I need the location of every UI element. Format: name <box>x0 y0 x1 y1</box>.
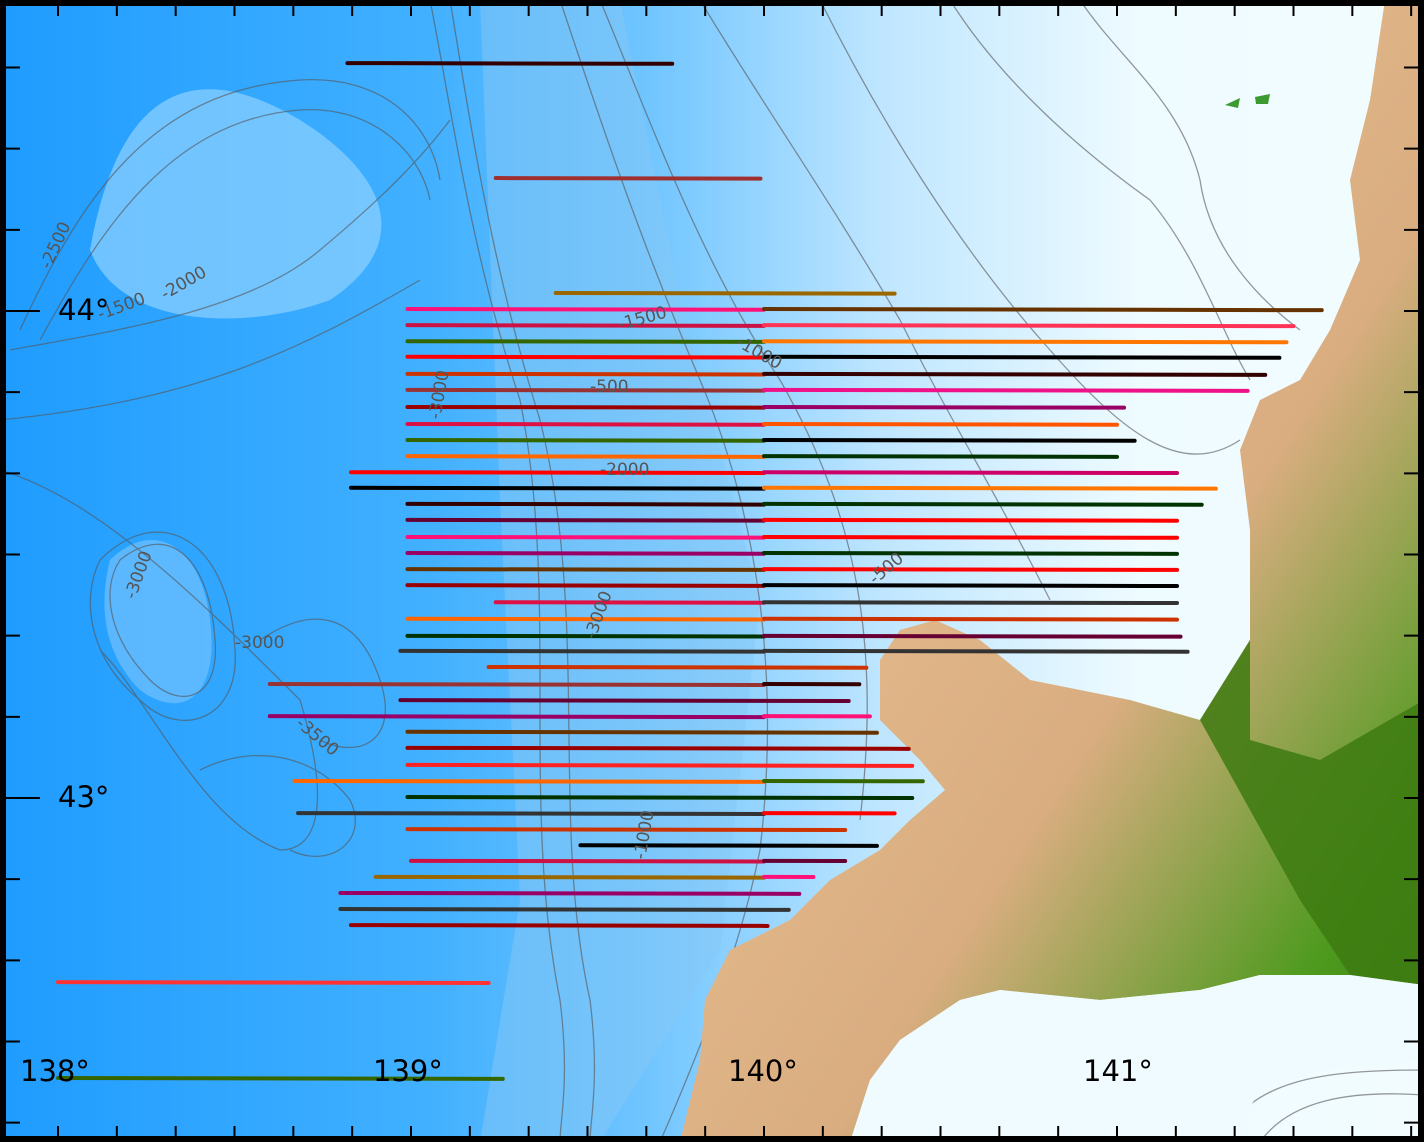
track-line <box>486 664 869 670</box>
track-line <box>267 682 766 688</box>
track-line <box>398 648 766 654</box>
track-line <box>762 307 1324 313</box>
track-line <box>405 534 766 540</box>
bay-shallows <box>850 975 1424 1142</box>
track-line <box>405 339 766 344</box>
track-line <box>762 323 1296 329</box>
track-line <box>405 323 766 328</box>
track-line <box>762 387 1250 393</box>
track-line <box>405 567 766 572</box>
lon-label-139: 139° <box>373 1054 443 1088</box>
track-line <box>348 470 766 476</box>
track-line <box>267 714 766 720</box>
track-line <box>405 729 879 735</box>
track-line <box>405 745 911 751</box>
lon-label-138: 138° <box>20 1054 90 1088</box>
hokkaido-land <box>680 0 1424 1142</box>
track-line <box>409 858 766 864</box>
deep-basin <box>104 540 212 704</box>
track-line <box>405 517 766 523</box>
track-line <box>762 404 1127 410</box>
track-line <box>405 633 766 639</box>
track-line <box>762 421 1119 427</box>
track-line <box>405 307 766 312</box>
track-line <box>762 648 1190 654</box>
track-line <box>762 501 1204 507</box>
track-line <box>762 517 1180 523</box>
track-line <box>405 501 766 507</box>
track-line <box>405 354 766 360</box>
track-line <box>405 795 915 801</box>
track-line <box>762 454 1119 459</box>
track-line <box>405 827 848 833</box>
contour-label: -2000 <box>600 460 649 480</box>
island <box>1225 94 1270 108</box>
track-line <box>405 404 766 410</box>
track-line <box>348 923 770 928</box>
track-line <box>373 874 766 880</box>
track-line <box>405 616 766 622</box>
track-line <box>345 61 675 66</box>
track-line <box>56 980 491 985</box>
track-line <box>348 485 766 491</box>
track-line <box>296 811 766 817</box>
lon-label-141: 141° <box>1083 1054 1153 1088</box>
track-line <box>405 387 766 393</box>
track-line <box>405 421 766 427</box>
track-line <box>338 907 791 912</box>
contour-label: -500 <box>590 377 629 397</box>
track-line <box>762 485 1218 491</box>
track-line <box>762 438 1137 443</box>
track-line <box>762 567 1180 572</box>
track-line <box>762 470 1180 476</box>
track-line <box>292 778 766 784</box>
track-line <box>762 583 1180 589</box>
track-line <box>405 762 915 768</box>
track-line <box>405 371 766 377</box>
track-lines <box>56 61 1324 1081</box>
track-line <box>493 176 763 181</box>
track-line <box>762 616 1180 622</box>
track-line <box>762 600 1180 606</box>
lon-label-140: 140° <box>728 1054 798 1088</box>
lowland-strip <box>1200 640 1424 985</box>
track-line <box>762 633 1183 639</box>
track-line <box>762 339 1289 345</box>
shallow-plateau <box>90 89 382 319</box>
lat-label-43: 43° <box>58 780 110 814</box>
track-line <box>762 551 1180 556</box>
lat-label-44: 44° <box>58 293 110 327</box>
track-line <box>762 354 1282 360</box>
track-line <box>405 583 766 588</box>
track-line <box>762 371 1268 377</box>
track-line <box>405 551 766 556</box>
track-line <box>398 698 851 704</box>
track-line <box>405 438 766 443</box>
track-line <box>493 600 766 605</box>
track-line <box>405 454 766 459</box>
track-line <box>56 1076 505 1081</box>
track-line <box>762 534 1180 540</box>
contour-label: -3000 <box>235 633 284 653</box>
track-line <box>553 290 897 296</box>
track-line <box>338 890 802 896</box>
track-line <box>578 843 879 848</box>
